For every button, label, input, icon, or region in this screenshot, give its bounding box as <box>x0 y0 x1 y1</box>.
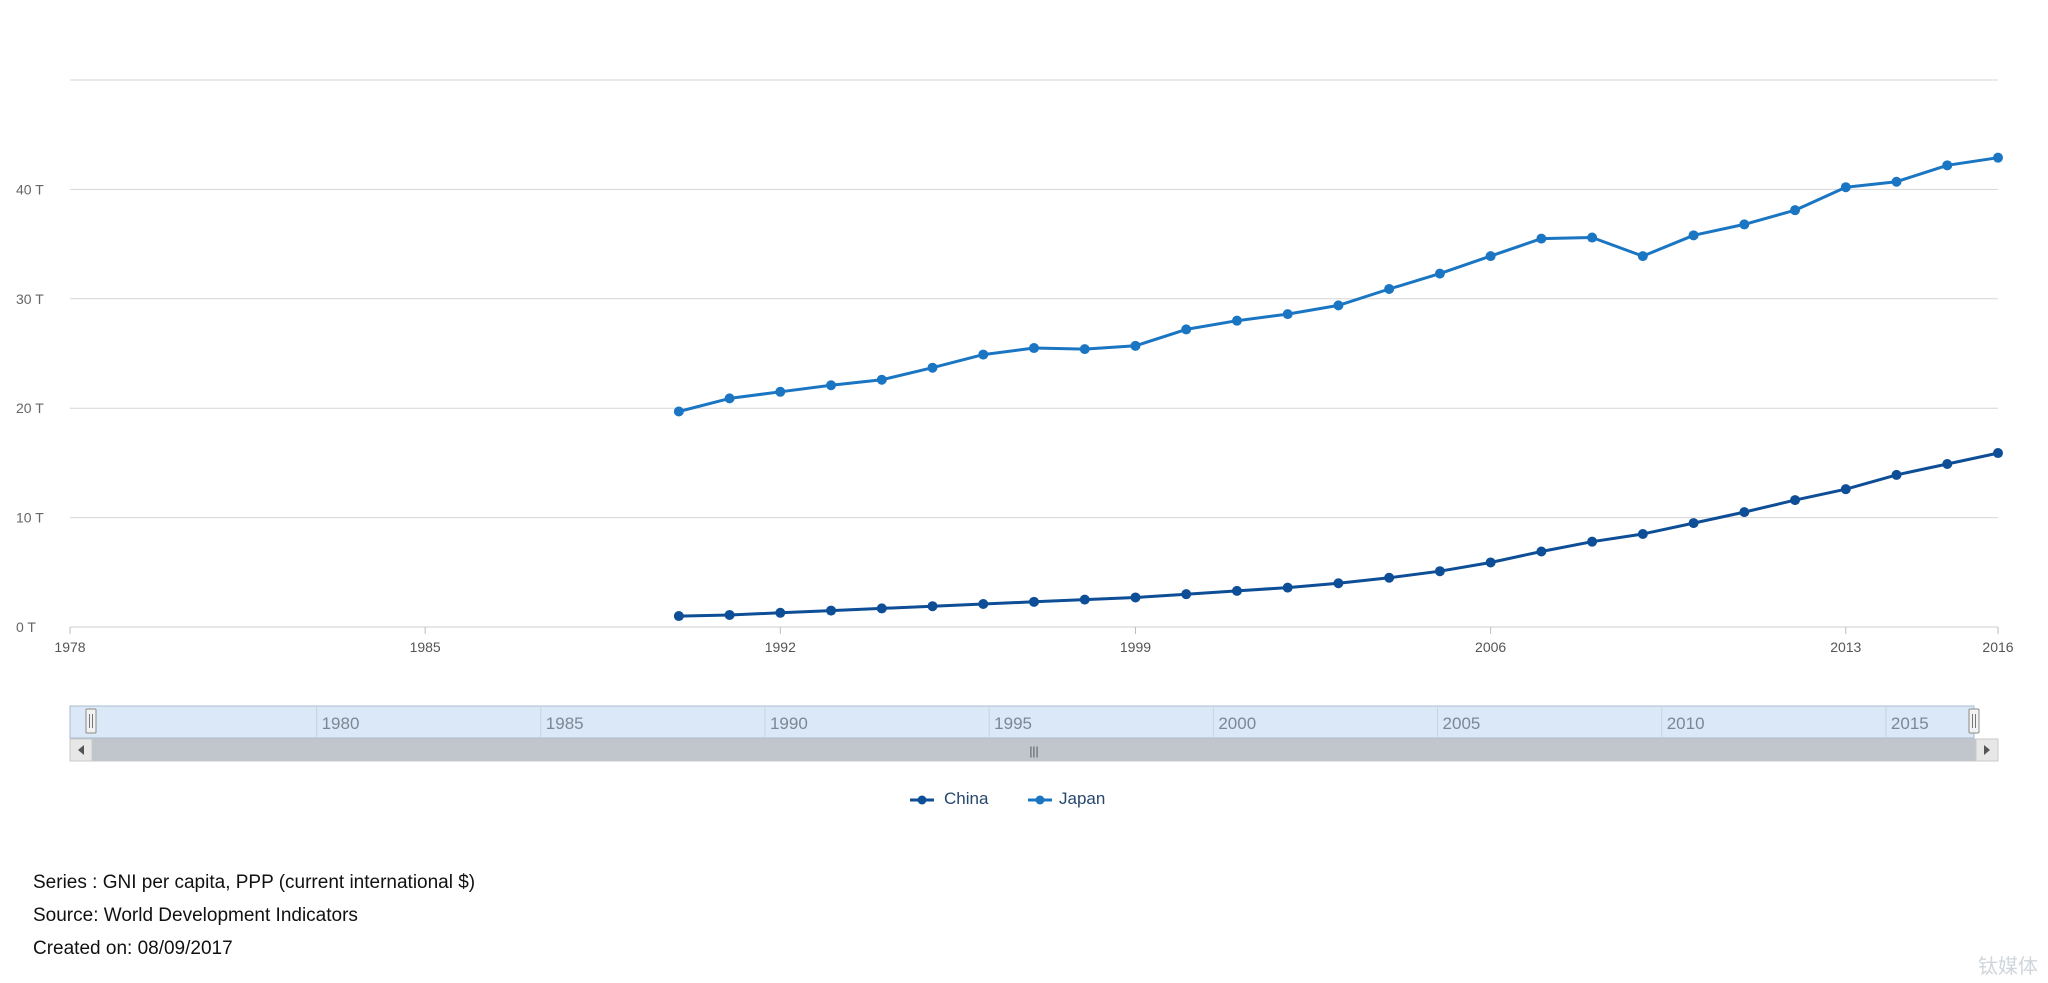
navigator-tick-label: 2010 <box>1667 714 1705 733</box>
x-tick-label: 1978 <box>54 639 85 655</box>
data-point-china[interactable] <box>1637 529 1648 540</box>
data-point-china[interactable] <box>876 603 887 614</box>
navigator-left-handle[interactable] <box>85 708 97 734</box>
data-point-japan[interactable] <box>1739 219 1750 230</box>
x-tick-label: 2016 <box>1982 639 2013 655</box>
watermark-logo: 钛媒体 <box>1978 954 2038 978</box>
data-point-japan[interactable] <box>1333 300 1344 311</box>
data-point-japan[interactable] <box>927 362 938 373</box>
navigator-tick-label: 1995 <box>994 714 1032 733</box>
y-tick-label: 20 T <box>16 400 44 416</box>
y-axis: 0 T 10 T 20 T 30 T 40 T <box>16 181 44 635</box>
data-point-china[interactable] <box>1130 592 1141 603</box>
y-tick-label: 10 T <box>16 510 44 526</box>
data-point-japan[interactable] <box>1840 182 1851 193</box>
data-point-china[interactable] <box>1840 484 1851 495</box>
data-point-japan[interactable] <box>1384 283 1395 294</box>
data-point-japan[interactable] <box>1282 309 1293 320</box>
y-tick-label: 30 T <box>16 291 44 307</box>
navigator-scrollbar-thumb[interactable] <box>92 739 1976 761</box>
legend-item-china[interactable]: China <box>910 789 989 808</box>
data-point-china[interactable] <box>927 601 938 612</box>
data-point-china[interactable] <box>826 605 837 616</box>
legend-item-japan[interactable]: Japan <box>1028 789 1105 808</box>
data-point-japan[interactable] <box>1942 160 1953 171</box>
data-point-china[interactable] <box>1739 507 1750 518</box>
legend-label-japan: Japan <box>1059 789 1105 808</box>
data-point-japan[interactable] <box>978 349 989 360</box>
data-point-china[interactable] <box>1993 448 2003 459</box>
data-point-japan[interactable] <box>1637 251 1648 262</box>
scrollbar-grip-icon: ||| <box>1029 744 1038 758</box>
data-point-china[interactable] <box>673 611 684 622</box>
navigator-tick-label: 1980 <box>322 714 360 733</box>
arrow-left-icon <box>78 745 84 755</box>
x-axis: 1978 1985 1992 1999 2006 2013 2016 <box>54 626 2014 655</box>
data-point-japan[interactable] <box>1079 344 1090 355</box>
data-point-japan[interactable] <box>876 374 887 385</box>
data-point-japan[interactable] <box>1587 232 1598 243</box>
data-point-china[interactable] <box>1891 469 1902 480</box>
data-point-china[interactable] <box>1029 596 1039 607</box>
x-tick-label: 1999 <box>1120 639 1151 655</box>
data-point-china[interactable] <box>1333 578 1344 589</box>
data-point-china[interactable] <box>1181 589 1192 600</box>
navigator-selected-band[interactable] <box>69 705 1975 739</box>
plot-area <box>673 152 2003 622</box>
data-point-china[interactable] <box>1384 572 1395 583</box>
data-point-china[interactable] <box>978 599 989 610</box>
navigator-tick-label: 2000 <box>1218 714 1256 733</box>
data-point-japan[interactable] <box>1029 343 1039 354</box>
legend-label-china: China <box>944 789 989 808</box>
data-point-japan[interactable] <box>1130 340 1141 351</box>
data-point-japan[interactable] <box>1891 176 1902 187</box>
y-tick-label: 40 T <box>16 181 44 197</box>
data-point-china[interactable] <box>724 609 735 620</box>
series-line-japan <box>678 156 1999 413</box>
navigator-ticks: 1980 1985 1990 1995 2000 2005 2010 2015 <box>316 706 1929 738</box>
data-point-japan[interactable] <box>1231 315 1242 326</box>
navigator-right-handle[interactable] <box>1968 708 1980 734</box>
data-point-china[interactable] <box>1942 458 1953 469</box>
data-point-japan[interactable] <box>1485 251 1496 262</box>
data-point-china[interactable] <box>1282 582 1293 593</box>
footer-source: Source: World Development Indicators <box>33 905 358 926</box>
data-point-china[interactable] <box>1485 557 1496 568</box>
x-tick-label: 2013 <box>1830 639 1861 655</box>
navigator-tick-label: 2005 <box>1443 714 1481 733</box>
footer-created-date: Created on: 08/09/2017 <box>33 938 233 959</box>
data-point-japan[interactable] <box>826 380 837 391</box>
navigator-tick-label: 1985 <box>546 714 584 733</box>
data-point-china[interactable] <box>1434 566 1445 577</box>
navigator-tick-label: 1990 <box>770 714 808 733</box>
y-grid <box>70 79 1998 519</box>
navigator-tick-label: 2015 <box>1891 714 1929 733</box>
data-point-china[interactable] <box>1231 585 1242 596</box>
series-line-china <box>678 451 1999 618</box>
data-point-japan[interactable] <box>1536 233 1547 244</box>
data-point-japan[interactable] <box>1790 205 1801 216</box>
data-point-china[interactable] <box>775 607 786 618</box>
x-tick-label: 1985 <box>410 639 441 655</box>
arrow-right-icon <box>1984 745 1990 755</box>
data-point-china[interactable] <box>1790 495 1801 506</box>
range-navigator[interactable]: 1980 1985 1990 1995 2000 2005 2010 2015 ||| <box>69 705 1999 762</box>
data-point-japan[interactable] <box>1181 324 1192 335</box>
data-point-china[interactable] <box>1079 594 1090 605</box>
data-point-china[interactable] <box>1536 546 1547 557</box>
data-point-japan[interactable] <box>673 406 684 417</box>
data-point-japan[interactable] <box>1434 268 1445 279</box>
data-point-china[interactable] <box>1688 518 1699 529</box>
data-point-china[interactable] <box>1587 536 1598 547</box>
y-tick-label: 0 T <box>16 619 36 635</box>
legend: China Japan <box>910 789 1105 808</box>
data-point-japan[interactable] <box>775 386 786 397</box>
data-point-japan[interactable] <box>1993 152 2003 163</box>
x-tick-label: 2006 <box>1475 639 1506 655</box>
data-point-japan[interactable] <box>1688 230 1699 241</box>
x-tick-label: 1992 <box>765 639 796 655</box>
footer-series: Series : GNI per capita, PPP (current in… <box>33 872 476 893</box>
data-point-japan[interactable] <box>724 393 735 404</box>
